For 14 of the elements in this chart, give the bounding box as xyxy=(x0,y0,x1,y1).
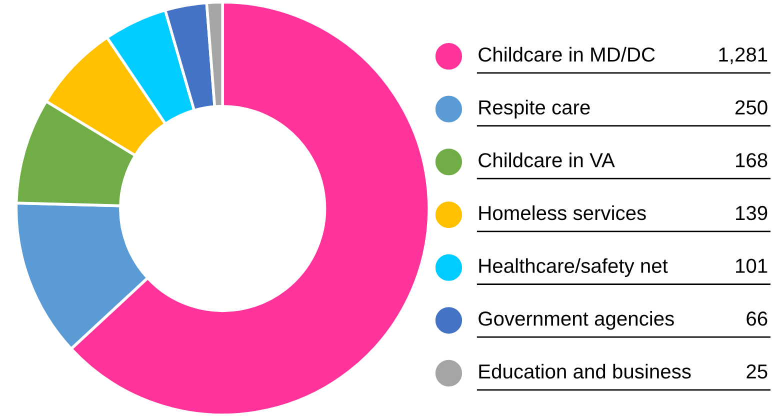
legend-label: Healthcare/safety net xyxy=(479,258,668,277)
data-label: 66 xyxy=(746,312,768,326)
data-label: 168 xyxy=(736,153,768,168)
legend-label: Childcare in VA xyxy=(478,152,615,168)
legend-label: Homeless services xyxy=(479,205,646,220)
data-label: 101 xyxy=(736,258,768,273)
legend-label: Education and business xyxy=(479,364,691,379)
data-label: 139 xyxy=(736,206,768,220)
legend-label: Respite care xyxy=(479,100,590,118)
data-label: 250 xyxy=(736,100,768,115)
data-label: 25 xyxy=(746,364,768,379)
data-label: 1,281 xyxy=(719,47,768,64)
legend-label: Childcare in MD/DC xyxy=(478,46,655,62)
legend-label: Government agencies xyxy=(478,311,674,330)
